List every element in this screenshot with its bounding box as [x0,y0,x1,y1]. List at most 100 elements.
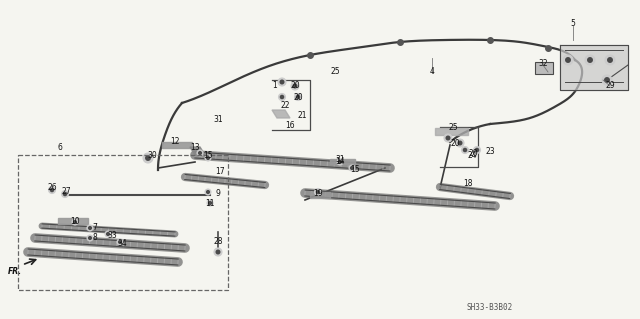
Text: 20: 20 [450,138,460,147]
Text: 8: 8 [93,234,97,242]
Circle shape [314,189,321,196]
Circle shape [605,78,609,82]
Text: 22: 22 [280,101,290,110]
Circle shape [214,248,222,256]
Circle shape [278,78,286,86]
Text: 7: 7 [93,224,97,233]
Text: 5: 5 [571,19,575,28]
Circle shape [205,155,211,161]
Circle shape [563,55,573,65]
Circle shape [216,250,220,254]
Circle shape [446,136,450,140]
Text: 31: 31 [213,115,223,124]
Circle shape [207,157,209,160]
Circle shape [602,75,612,85]
Text: 24: 24 [467,151,477,160]
Polygon shape [330,159,355,164]
Circle shape [566,58,570,62]
Polygon shape [162,142,192,148]
Circle shape [351,167,353,169]
Circle shape [585,55,595,65]
Circle shape [118,241,122,243]
Text: 15: 15 [203,151,213,160]
Circle shape [207,191,209,193]
Circle shape [51,189,54,192]
Text: 15: 15 [350,166,360,174]
Circle shape [198,152,202,154]
Circle shape [197,150,203,156]
Text: 1: 1 [273,80,277,90]
Circle shape [456,139,464,147]
Text: FR.: FR. [8,268,22,277]
Text: 13: 13 [190,144,200,152]
Text: 16: 16 [285,122,295,130]
Polygon shape [190,147,205,155]
Circle shape [87,235,93,241]
Text: 20: 20 [293,93,303,102]
Text: 9: 9 [216,189,220,197]
Text: 28: 28 [213,238,223,247]
Text: 12: 12 [170,137,180,146]
Circle shape [63,192,67,196]
Polygon shape [310,192,330,198]
Text: SH33-B3B02: SH33-B3B02 [467,303,513,313]
Text: 32: 32 [538,58,548,68]
Polygon shape [58,218,88,224]
Circle shape [143,153,153,163]
Polygon shape [272,110,290,118]
Circle shape [74,221,76,223]
Text: 25: 25 [448,123,458,132]
Text: 14: 14 [335,158,345,167]
Polygon shape [560,45,628,90]
Circle shape [476,148,479,152]
Text: 27: 27 [61,188,71,197]
Circle shape [280,80,284,84]
Text: 11: 11 [205,198,215,207]
Circle shape [337,159,343,165]
Circle shape [293,84,297,88]
Polygon shape [435,128,468,135]
Text: 6: 6 [58,144,63,152]
Circle shape [339,161,341,163]
Circle shape [294,93,301,100]
Bar [535,62,553,74]
Circle shape [72,219,78,225]
Text: 29: 29 [605,80,615,90]
Bar [18,155,228,290]
Circle shape [49,187,56,194]
Circle shape [87,225,93,231]
Circle shape [605,55,615,65]
Circle shape [107,233,109,235]
Circle shape [146,156,150,160]
Text: 30: 30 [147,151,157,160]
Text: 26: 26 [47,183,57,192]
Circle shape [291,82,299,90]
Text: 31: 31 [335,155,345,165]
Circle shape [280,95,284,99]
Text: 23: 23 [485,147,495,157]
Text: 33: 33 [107,232,117,241]
Circle shape [444,134,452,142]
Circle shape [205,189,211,195]
Circle shape [316,190,319,194]
Circle shape [588,58,592,62]
Text: 18: 18 [463,179,473,188]
Text: 10: 10 [70,218,80,226]
Circle shape [89,227,92,229]
Text: 4: 4 [429,68,435,77]
Circle shape [463,148,467,152]
Text: 17: 17 [215,167,225,176]
Circle shape [608,58,612,62]
Text: 34: 34 [117,240,127,249]
Circle shape [209,202,211,204]
Circle shape [278,93,285,100]
Text: 21: 21 [297,110,307,120]
Circle shape [117,239,123,245]
Circle shape [105,231,111,237]
Circle shape [296,95,300,99]
Circle shape [349,165,355,171]
Circle shape [207,200,213,206]
Text: 25: 25 [330,68,340,77]
Circle shape [461,146,468,153]
Text: 20: 20 [468,149,478,158]
